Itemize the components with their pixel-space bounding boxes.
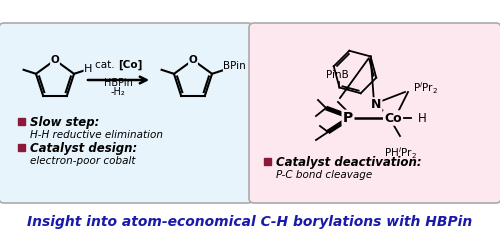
Bar bbox=[18, 118, 25, 125]
Text: HBPin: HBPin bbox=[104, 78, 132, 88]
Text: P: P bbox=[343, 111, 353, 125]
Bar bbox=[18, 144, 25, 151]
Text: BPin: BPin bbox=[224, 61, 246, 71]
FancyBboxPatch shape bbox=[249, 23, 500, 203]
Text: H: H bbox=[418, 111, 427, 124]
Text: PH$^i$Pr$_2$: PH$^i$Pr$_2$ bbox=[384, 145, 416, 161]
Text: O: O bbox=[188, 55, 198, 65]
Text: electron-poor cobalt: electron-poor cobalt bbox=[30, 156, 136, 166]
Text: P$^i$Pr$_2$: P$^i$Pr$_2$ bbox=[413, 80, 438, 96]
FancyBboxPatch shape bbox=[0, 23, 253, 203]
Text: Slow step:: Slow step: bbox=[30, 116, 100, 129]
Text: Insight into atom-economical C-H borylations with HBPin: Insight into atom-economical C-H borylat… bbox=[28, 215, 472, 229]
Text: Co: Co bbox=[384, 111, 402, 124]
Text: N: N bbox=[371, 99, 381, 111]
Text: Catalyst design:: Catalyst design: bbox=[30, 142, 137, 155]
Text: -H₂: -H₂ bbox=[110, 87, 126, 97]
Text: PinB: PinB bbox=[326, 69, 349, 79]
Bar bbox=[264, 158, 271, 165]
Text: P-C bond cleavage: P-C bond cleavage bbox=[276, 170, 372, 180]
Text: O: O bbox=[50, 55, 59, 65]
Text: Catalyst deactivation:: Catalyst deactivation: bbox=[276, 156, 422, 169]
Text: [Co]: [Co] bbox=[118, 60, 142, 70]
Text: H-H reductive elimination: H-H reductive elimination bbox=[30, 130, 163, 140]
Text: H: H bbox=[84, 64, 92, 74]
Text: cat.: cat. bbox=[95, 60, 118, 70]
